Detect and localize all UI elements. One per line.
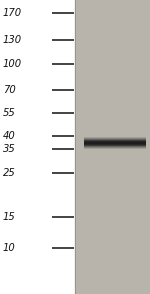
Text: 25: 25: [3, 168, 16, 178]
Text: 100: 100: [3, 59, 22, 69]
Bar: [84, 142, 146, 144]
Bar: [75, 0, 150, 294]
Text: 170: 170: [3, 8, 22, 18]
Text: 70: 70: [3, 85, 16, 95]
Bar: [84, 138, 146, 148]
Text: 35: 35: [3, 144, 16, 154]
Text: 15: 15: [3, 212, 16, 222]
Text: 55: 55: [3, 108, 16, 118]
Text: 40: 40: [3, 131, 16, 141]
Bar: [84, 139, 146, 147]
Bar: [84, 140, 146, 146]
Bar: [84, 137, 146, 149]
Text: 10: 10: [3, 243, 16, 253]
Bar: [84, 141, 146, 145]
Text: 130: 130: [3, 35, 22, 45]
